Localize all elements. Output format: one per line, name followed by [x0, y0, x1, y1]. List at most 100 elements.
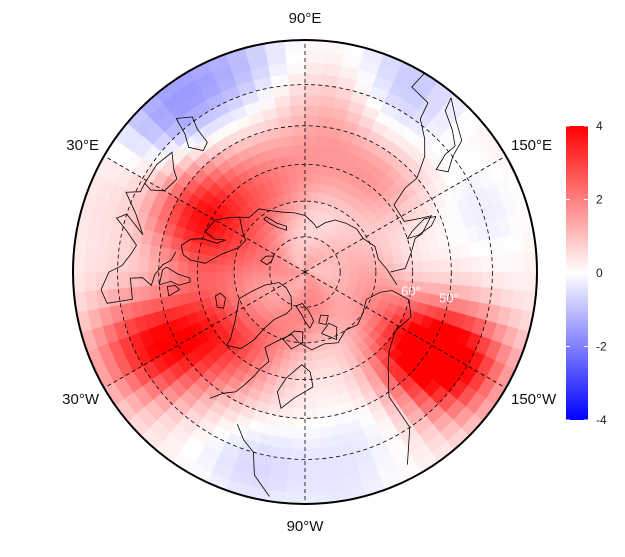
- field-cell: [292, 201, 300, 212]
- field-cell: [215, 278, 227, 288]
- field-cell: [304, 297, 309, 308]
- field-cell: [310, 332, 318, 343]
- field-cell: [304, 94, 321, 107]
- coastline: [406, 216, 437, 240]
- field-cell: [293, 144, 306, 156]
- latitude-circle: [158, 125, 452, 419]
- field-cell: [290, 105, 306, 117]
- field-cell: [187, 271, 199, 283]
- field-cell: [117, 271, 130, 289]
- field-cell: [290, 192, 300, 203]
- field-cell: [314, 386, 328, 399]
- field-cell: [438, 246, 452, 261]
- field-cell: [304, 388, 317, 400]
- field-cell: [301, 236, 306, 247]
- field-cell: [95, 253, 108, 273]
- field-cell: [535, 250, 537, 273]
- field-cell: [480, 271, 493, 289]
- field-cell: [292, 397, 306, 409]
- field-cell: [277, 415, 293, 429]
- field-cell: [284, 40, 306, 53]
- latitude-circle: [117, 84, 493, 460]
- field-cell: [291, 417, 306, 429]
- field-cell: [304, 491, 326, 504]
- field-cell: [296, 173, 306, 184]
- field-cell: [314, 377, 326, 390]
- meridian-line: [304, 143, 527, 273]
- field-cell: [289, 94, 306, 107]
- coastline: [158, 266, 191, 286]
- coastline: [225, 282, 293, 350]
- field-cell: [282, 145, 296, 158]
- graticule: [83, 40, 527, 504]
- field-cell: [357, 266, 368, 273]
- field-cell: [491, 271, 504, 290]
- field-cell: [304, 437, 321, 450]
- field-cell: [296, 182, 306, 193]
- colorbar-tick-label: -2: [596, 340, 607, 354]
- field-cell: [393, 271, 404, 281]
- field-cell: [419, 249, 432, 263]
- field-cell: [296, 351, 306, 362]
- field-cell: [304, 427, 320, 439]
- field-cell: [225, 277, 236, 287]
- field-cell: [460, 257, 472, 273]
- longitude-label: 30°W: [62, 391, 100, 408]
- latitude-circle: [269, 236, 341, 308]
- field-cell: [375, 271, 386, 280]
- field-cell: [284, 154, 296, 167]
- field-cell: [304, 417, 319, 429]
- field-cell: [295, 163, 306, 175]
- field-cell: [304, 173, 314, 184]
- field-cell: [304, 144, 317, 156]
- field-cell: [206, 271, 217, 281]
- field-cell: [148, 258, 160, 273]
- field-cell: [365, 259, 376, 267]
- field-cell: [158, 246, 172, 261]
- coastline: [263, 216, 287, 231]
- field-cell: [366, 265, 377, 273]
- coastline: [175, 116, 208, 152]
- field-cell: [300, 218, 306, 229]
- field-cell: [402, 271, 414, 282]
- field-cell: [84, 252, 97, 273]
- field-cell: [286, 62, 306, 75]
- field-cell: [206, 263, 217, 273]
- colorbar-gradient: [566, 126, 588, 420]
- field-cell: [513, 271, 526, 292]
- field-cell: [285, 51, 306, 64]
- field-cell: [316, 125, 331, 139]
- field-cell: [300, 227, 306, 238]
- field-cell: [196, 271, 208, 282]
- field-cell: [73, 250, 75, 273]
- coastline: [282, 330, 304, 350]
- field-cell: [73, 251, 86, 273]
- field-cell: [470, 256, 483, 273]
- field-cell: [304, 342, 313, 353]
- latitude-circle: [233, 200, 377, 344]
- field-cell: [284, 491, 306, 504]
- coastline: [100, 183, 177, 304]
- coastline: [144, 151, 178, 192]
- field-cell: [282, 386, 296, 399]
- field-cell: [288, 447, 306, 460]
- colorbar-tick-label: -4: [596, 413, 607, 427]
- field-cell: [383, 256, 395, 266]
- field-cell: [304, 480, 325, 493]
- coastline: [435, 97, 463, 173]
- field-cell: [286, 469, 306, 482]
- coastline: [390, 72, 433, 273]
- longitude-label: 150°W: [511, 391, 557, 408]
- field-cell: [304, 154, 316, 166]
- field-cell: [375, 264, 386, 273]
- field-cell: [348, 267, 359, 273]
- field-cell: [304, 62, 324, 75]
- map-boundary: [72, 39, 538, 505]
- field-cell: [317, 115, 333, 129]
- longitude-label: 90°W: [287, 518, 325, 535]
- meridian-line: [304, 271, 527, 401]
- field-cell: [304, 333, 312, 344]
- field-cell: [304, 163, 315, 175]
- field-cell: [291, 125, 306, 137]
- field-cell: [106, 254, 119, 273]
